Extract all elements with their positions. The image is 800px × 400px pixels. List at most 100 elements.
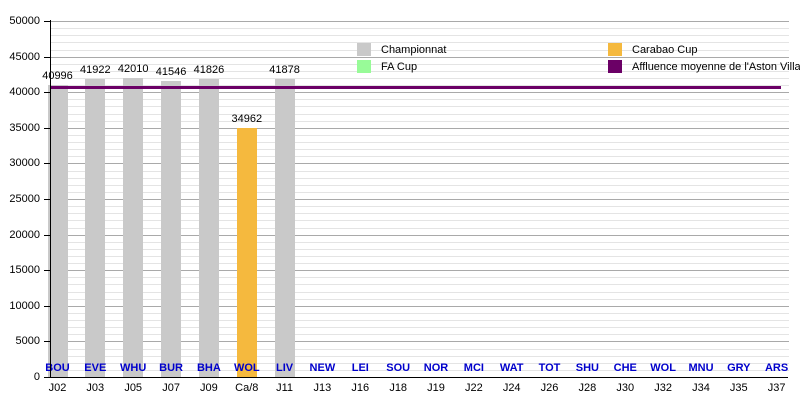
- minor-gridline: [51, 191, 789, 193]
- x-label-matchday: J30: [616, 382, 635, 394]
- bar-bha-j09: [198, 79, 219, 377]
- major-gridline: [51, 341, 789, 343]
- x-label-opponent: NEW: [309, 362, 336, 374]
- x-label-matchday: J13: [313, 382, 332, 394]
- bar-whu-j05: [123, 77, 144, 377]
- x-label-opponent: SOU: [386, 362, 411, 374]
- minor-gridline: [51, 70, 789, 72]
- legend-item-fa-cup: FA Cup: [357, 60, 417, 73]
- legend-label: FA Cup: [381, 60, 418, 73]
- x-label-matchday: J09: [200, 382, 218, 394]
- y-axis-tick-label: 25000: [9, 193, 40, 205]
- y-axis-tick-label: 5000: [15, 335, 40, 348]
- x-label-opponent: WOL: [233, 362, 260, 374]
- x-label-matchday: J19: [427, 382, 445, 394]
- y-axis-tick-label: 30000: [9, 157, 40, 170]
- x-label-matchday: J07: [162, 382, 180, 394]
- minor-gridline: [51, 277, 789, 279]
- x-label-opponent: SHU: [575, 362, 599, 374]
- minor-gridline: [51, 334, 789, 336]
- minor-gridline: [51, 263, 789, 265]
- x-label-matchday: J37: [767, 382, 786, 394]
- championnat-swatch-icon: [357, 43, 371, 56]
- x-label-matchday: J18: [389, 382, 408, 394]
- x-label-opponent: BOU: [45, 362, 70, 374]
- x-label-opponent: MCI: [463, 362, 484, 374]
- major-gridline: [51, 21, 789, 22]
- minor-gridline: [51, 85, 789, 87]
- bar-value-label: 34962: [231, 113, 263, 126]
- x-label-matchday: J24: [502, 382, 521, 394]
- minor-gridline: [51, 312, 789, 314]
- y-axis-tick-label: 15000: [9, 264, 40, 277]
- y-axis-tick-label: 45000: [9, 50, 40, 63]
- x-label-opponent: CHE: [613, 362, 637, 374]
- minor-gridline: [51, 184, 789, 186]
- minor-gridline: [51, 355, 789, 357]
- minor-gridline: [51, 49, 789, 51]
- minor-gridline: [51, 213, 789, 215]
- major-gridline: [51, 163, 789, 165]
- y-axis-tick: [44, 127, 50, 129]
- minor-gridline: [51, 320, 789, 321]
- bar-value-label: 41546: [155, 66, 187, 79]
- x-label-matchday: J32: [654, 382, 672, 394]
- y-axis-tick-label: 10000: [9, 299, 40, 312]
- y-axis-tick: [44, 92, 50, 94]
- major-gridline: [51, 305, 789, 307]
- x-label-opponent: ARS: [764, 362, 789, 374]
- minor-gridline: [51, 298, 789, 300]
- minor-gridline: [51, 42, 789, 44]
- x-label-matchday: Ca/8: [235, 382, 259, 394]
- minor-gridline: [51, 113, 789, 115]
- minor-gridline: [51, 134, 789, 136]
- minor-gridline: [51, 241, 789, 243]
- y-axis-tick-label: 0: [33, 371, 40, 383]
- y-axis-tick: [44, 199, 50, 200]
- fa-cup-swatch-icon: [357, 60, 371, 73]
- carabao-cup-swatch-icon: [608, 43, 622, 56]
- minor-gridline: [51, 291, 789, 293]
- bar-bur-j07: [161, 81, 182, 377]
- major-gridline: [51, 127, 789, 129]
- major-gridline: [51, 199, 789, 200]
- x-axis-line: [50, 377, 788, 378]
- minor-gridline: [51, 63, 789, 65]
- minor-gridline: [51, 78, 789, 79]
- average-attendance-line: [50, 86, 781, 89]
- bar-bou-j02: [47, 85, 68, 377]
- minor-gridline: [51, 170, 789, 172]
- x-label-opponent: EVE: [84, 362, 107, 374]
- legend-item-carabao-cup: Carabao Cup: [608, 43, 697, 56]
- y-axis-tick: [44, 270, 50, 272]
- minor-gridline: [51, 206, 789, 208]
- minor-gridline: [51, 149, 789, 151]
- minor-gridline: [51, 142, 789, 143]
- minor-gridline: [51, 248, 789, 250]
- x-label-matchday: J05: [124, 382, 143, 394]
- y-axis-tick: [44, 341, 50, 343]
- y-axis-tick: [44, 56, 50, 58]
- major-gridline: [51, 56, 789, 58]
- x-label-opponent: WOL: [650, 362, 676, 374]
- major-gridline: [51, 92, 789, 94]
- minor-gridline: [51, 28, 789, 30]
- y-axis-tick: [44, 163, 50, 165]
- y-axis-tick: [44, 21, 50, 22]
- minor-gridline: [51, 362, 789, 364]
- legend-label: Carabao Cup: [632, 43, 698, 56]
- x-label-opponent: WAT: [499, 362, 524, 374]
- x-label-matchday: J16: [351, 382, 370, 394]
- y-axis-line: [50, 20, 51, 378]
- major-gridline: [51, 270, 789, 272]
- legend-label: Affluence moyenne de l'Aston Villa FC: [632, 60, 800, 73]
- minor-gridline: [51, 284, 789, 286]
- major-gridline: [51, 234, 789, 236]
- x-label-opponent: NOR: [423, 362, 449, 374]
- x-label-matchday: J11: [276, 382, 294, 394]
- y-axis-tick-label: 35000: [9, 121, 40, 134]
- minor-gridline: [51, 327, 789, 329]
- x-label-opponent: WHU: [120, 362, 147, 374]
- minor-gridline: [51, 156, 789, 158]
